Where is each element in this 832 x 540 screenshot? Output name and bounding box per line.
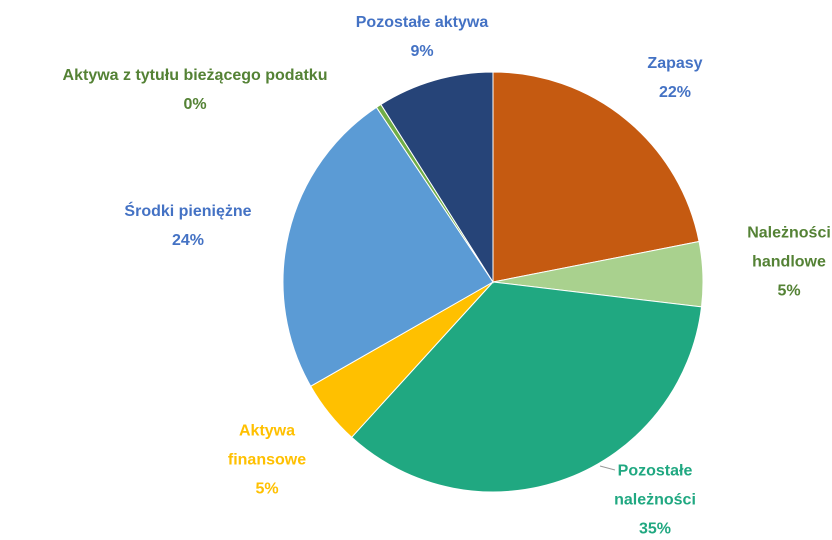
pie-slice	[350, 281, 703, 493]
slice-value: 5%	[255, 480, 279, 498]
pie-slice	[282, 106, 494, 387]
slice-value: 35%	[638, 520, 672, 538]
slice-name: Zapasy	[647, 55, 703, 72]
slice-value: 5%	[777, 282, 801, 300]
leader-line	[599, 465, 616, 471]
pie-slice	[492, 71, 700, 283]
slice-name: Pozostałe należności	[614, 462, 696, 509]
slice-value: 9%	[410, 43, 434, 60]
slice-name: Należności handlowe	[747, 224, 831, 271]
slice-label: Należności handlowe 5%	[744, 219, 832, 306]
pie-slice	[380, 71, 494, 284]
slice-label: Pozostałe należności 35%	[600, 457, 710, 540]
slice-name: Aktywa finansowe	[227, 422, 307, 469]
slice-value: 0%	[183, 96, 207, 113]
slice-label: Aktywa z tytułu bieżącego podatku 0%	[0, 61, 395, 119]
slice-value: 24%	[171, 232, 205, 249]
slice-name: Pozostałe aktywa	[355, 14, 489, 31]
slice-label: Środki pieniężne 24%	[88, 197, 288, 255]
slice-name: Aktywa z tytułu bieżącego podatku	[62, 67, 328, 84]
slice-value: 22%	[658, 84, 692, 101]
slice-label: Pozostałe aktywa 9%	[322, 8, 522, 66]
slice-label: Zapasy 22%	[620, 49, 730, 107]
slice-name: Środki pieniężne	[124, 203, 252, 220]
slice-label: Aktywa finansowe 5%	[212, 417, 322, 504]
